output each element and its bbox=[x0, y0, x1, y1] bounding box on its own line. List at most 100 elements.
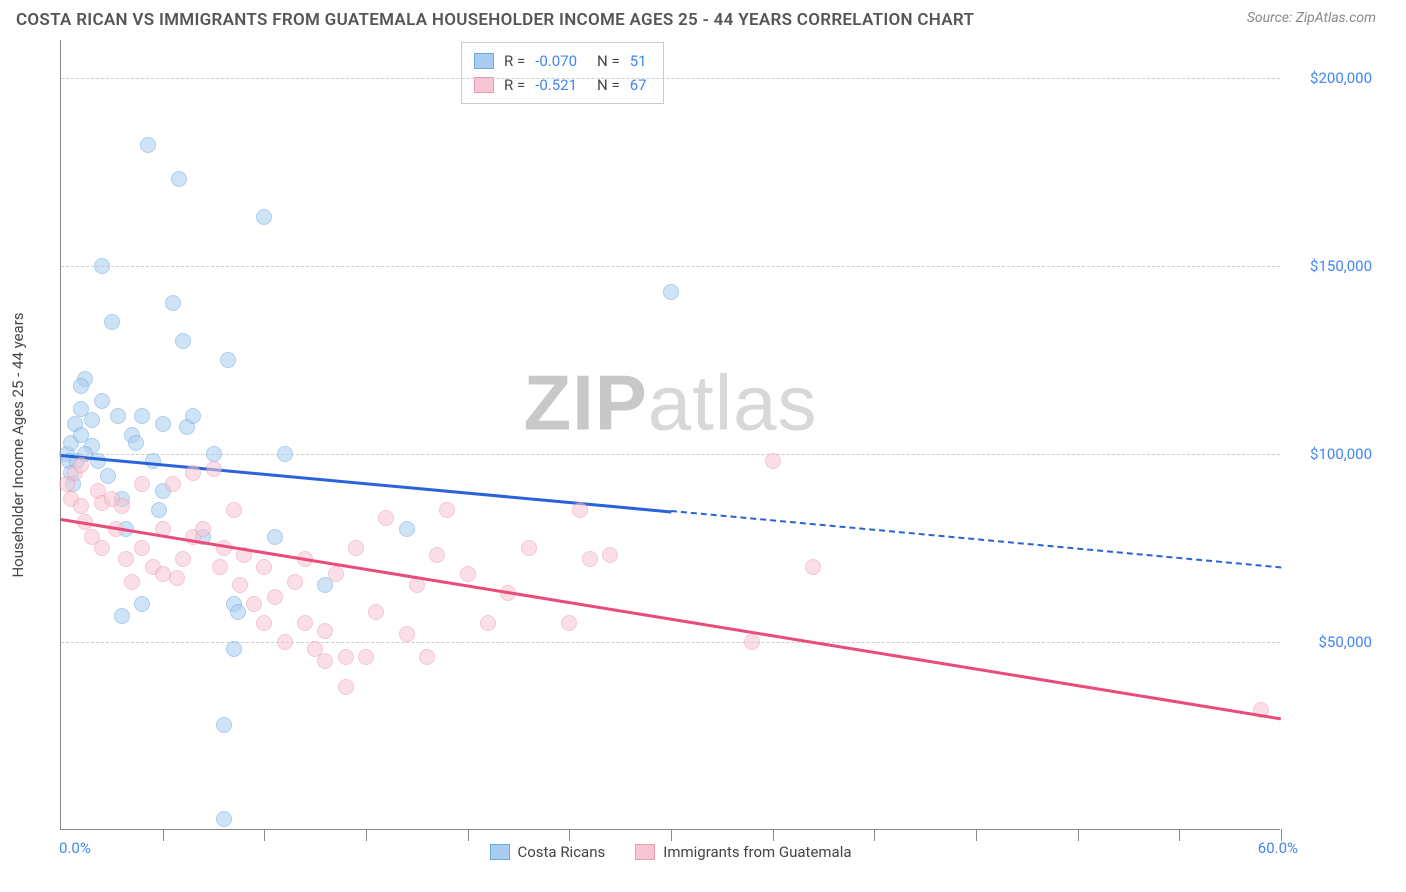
x-tick-mark bbox=[1078, 829, 1079, 841]
x-tick-mark bbox=[163, 829, 164, 841]
grid-line bbox=[61, 454, 1280, 455]
source-prefix: Source: bbox=[1247, 10, 1296, 26]
watermark: ZIPatlas bbox=[523, 357, 817, 448]
n-label: N = bbox=[597, 49, 620, 73]
scatter-point bbox=[128, 435, 144, 451]
scatter-point bbox=[114, 608, 130, 624]
scatter-point bbox=[232, 577, 248, 593]
correlation-legend: R = -0.070 N = 51 R = -0.521 N = 67 bbox=[461, 42, 664, 104]
y-tick-label: $200,000 bbox=[1310, 69, 1372, 87]
scatter-point bbox=[155, 416, 171, 432]
scatter-point bbox=[140, 137, 156, 153]
legend-series-label: Costa Ricans bbox=[517, 843, 605, 861]
scatter-point bbox=[256, 209, 272, 225]
scatter-point bbox=[256, 615, 272, 631]
scatter-point bbox=[100, 468, 116, 484]
legend-swatch bbox=[474, 53, 494, 69]
scatter-point bbox=[118, 551, 134, 567]
scatter-point bbox=[429, 547, 445, 563]
watermark-bold: ZIP bbox=[523, 358, 647, 446]
n-value: 67 bbox=[630, 73, 647, 97]
scatter-point bbox=[175, 551, 191, 567]
scatter-point bbox=[84, 412, 100, 428]
x-axis-max-label: 60.0% bbox=[1258, 839, 1298, 857]
scatter-point bbox=[348, 540, 364, 556]
legend-swatch bbox=[635, 844, 655, 860]
scatter-point bbox=[561, 615, 577, 631]
scatter-point bbox=[439, 502, 455, 518]
scatter-point bbox=[185, 465, 201, 481]
trend-line bbox=[61, 518, 1281, 720]
scatter-point bbox=[602, 547, 618, 563]
scatter-point bbox=[277, 446, 293, 462]
x-tick-mark bbox=[773, 829, 774, 841]
r-label: R = bbox=[504, 73, 525, 97]
scatter-point bbox=[572, 502, 588, 518]
x-tick-mark bbox=[366, 829, 367, 841]
scatter-point bbox=[399, 626, 415, 642]
scatter-point bbox=[216, 717, 232, 733]
scatter-point bbox=[165, 295, 181, 311]
scatter-point bbox=[256, 559, 272, 575]
x-axis-min-label: 0.0% bbox=[59, 839, 91, 857]
scatter-point bbox=[226, 641, 242, 657]
scatter-point bbox=[277, 634, 293, 650]
x-tick-mark bbox=[671, 829, 672, 841]
scatter-point bbox=[460, 566, 476, 582]
grid-line bbox=[61, 78, 1280, 79]
scatter-point bbox=[521, 540, 537, 556]
n-value: 51 bbox=[630, 49, 647, 73]
x-tick-mark bbox=[976, 829, 977, 841]
scatter-point bbox=[94, 258, 110, 274]
scatter-point bbox=[110, 408, 126, 424]
legend-swatch bbox=[474, 77, 494, 93]
y-tick-label: $100,000 bbox=[1310, 445, 1372, 463]
legend-correlation-row: R = -0.070 N = 51 bbox=[474, 49, 651, 73]
scatter-point bbox=[368, 604, 384, 620]
scatter-point bbox=[94, 540, 110, 556]
plot-area: ZIPatlas R =-0.070N =51R =-0.521N =67 0.… bbox=[60, 40, 1280, 830]
scatter-point bbox=[287, 574, 303, 590]
x-tick-mark bbox=[1281, 829, 1282, 841]
r-value: -0.070 bbox=[535, 49, 577, 73]
scatter-point bbox=[212, 559, 228, 575]
scatter-point bbox=[226, 502, 242, 518]
scatter-point bbox=[338, 679, 354, 695]
scatter-point bbox=[195, 521, 211, 537]
scatter-point bbox=[409, 577, 425, 593]
legend-swatch bbox=[489, 844, 509, 860]
scatter-point bbox=[151, 502, 167, 518]
scatter-point bbox=[124, 574, 140, 590]
scatter-point bbox=[73, 378, 89, 394]
r-label: R = bbox=[504, 49, 525, 73]
x-tick-mark bbox=[874, 829, 875, 841]
scatter-point bbox=[104, 314, 120, 330]
source-attribution: Source: ZipAtlas.com bbox=[1247, 10, 1376, 26]
legend-series-item: Costa Ricans bbox=[489, 843, 605, 861]
scatter-point bbox=[206, 461, 222, 477]
scatter-point bbox=[134, 408, 150, 424]
x-tick-mark bbox=[468, 829, 469, 841]
source-link[interactable]: ZipAtlas.com bbox=[1296, 10, 1376, 26]
grid-line bbox=[61, 642, 1280, 643]
scatter-point bbox=[94, 393, 110, 409]
n-label: N = bbox=[597, 73, 620, 97]
r-value: -0.521 bbox=[535, 73, 577, 97]
scatter-point bbox=[134, 596, 150, 612]
watermark-light: atlas bbox=[648, 358, 818, 446]
scatter-point bbox=[297, 615, 313, 631]
scatter-point bbox=[338, 649, 354, 665]
trend-line-dashed bbox=[671, 510, 1281, 568]
chart-title: COSTA RICAN VS IMMIGRANTS FROM GUATEMALA… bbox=[16, 10, 974, 30]
scatter-point bbox=[267, 529, 283, 545]
scatter-point bbox=[328, 566, 344, 582]
scatter-point bbox=[480, 615, 496, 631]
scatter-point bbox=[399, 521, 415, 537]
grid-line bbox=[61, 266, 1280, 267]
series-legend: Costa RicansImmigrants from Guatemala bbox=[489, 843, 851, 861]
scatter-point bbox=[358, 649, 374, 665]
scatter-point bbox=[317, 623, 333, 639]
scatter-point bbox=[185, 408, 201, 424]
scatter-point bbox=[216, 811, 232, 827]
scatter-point bbox=[582, 551, 598, 567]
